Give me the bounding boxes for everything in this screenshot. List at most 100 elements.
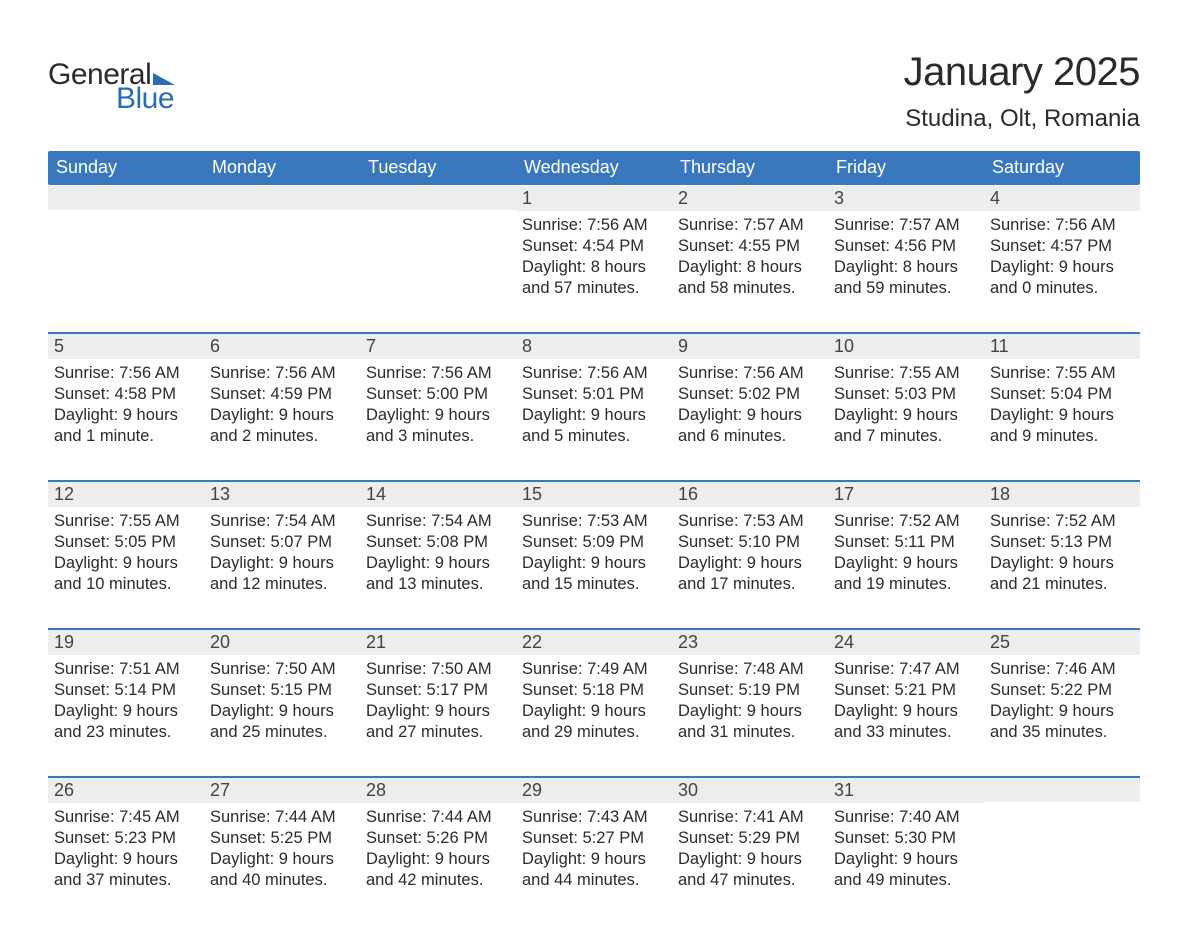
weekday-header: Saturday: [984, 151, 1140, 185]
day-info-line: and 19 minutes.: [834, 574, 978, 595]
day-info-line: Daylight: 9 hours: [366, 553, 510, 574]
day-info-line: Sunrise: 7:56 AM: [990, 215, 1134, 236]
day-info-line: Sunset: 5:21 PM: [834, 680, 978, 701]
day-info-line: Sunrise: 7:53 AM: [678, 511, 822, 532]
day-info-line: Sunset: 5:03 PM: [834, 384, 978, 405]
day-number: 13: [204, 482, 360, 507]
day-number: 6: [204, 334, 360, 359]
day-body: Sunrise: 7:40 AMSunset: 5:30 PMDaylight:…: [828, 803, 984, 895]
day-info-line: Sunset: 4:57 PM: [990, 236, 1134, 257]
day-info-line: and 7 minutes.: [834, 426, 978, 447]
day-info-line: Sunset: 5:04 PM: [990, 384, 1134, 405]
day-number: 24: [828, 630, 984, 655]
day-cell: 9Sunrise: 7:56 AMSunset: 5:02 PMDaylight…: [672, 334, 828, 462]
day-cell: 17Sunrise: 7:52 AMSunset: 5:11 PMDayligh…: [828, 482, 984, 610]
day-info-line: Daylight: 8 hours: [834, 257, 978, 278]
day-info-line: and 44 minutes.: [522, 870, 666, 891]
day-body: Sunrise: 7:55 AMSunset: 5:05 PMDaylight:…: [48, 507, 204, 599]
day-info-line: Sunrise: 7:56 AM: [522, 215, 666, 236]
day-info-line: and 10 minutes.: [54, 574, 198, 595]
day-cell: 27Sunrise: 7:44 AMSunset: 5:25 PMDayligh…: [204, 778, 360, 906]
day-info-line: and 40 minutes.: [210, 870, 354, 891]
day-body: [204, 210, 360, 218]
day-info-line: Daylight: 9 hours: [834, 553, 978, 574]
day-info-line: Sunrise: 7:55 AM: [834, 363, 978, 384]
day-info-line: Sunset: 5:13 PM: [990, 532, 1134, 553]
day-info-line: and 1 minute.: [54, 426, 198, 447]
day-info-line: Sunrise: 7:56 AM: [678, 363, 822, 384]
day-cell: [48, 186, 204, 314]
day-body: Sunrise: 7:46 AMSunset: 5:22 PMDaylight:…: [984, 655, 1140, 747]
day-info-line: Daylight: 9 hours: [678, 405, 822, 426]
day-cell: 18Sunrise: 7:52 AMSunset: 5:13 PMDayligh…: [984, 482, 1140, 610]
day-info-line: and 2 minutes.: [210, 426, 354, 447]
day-info-line: Daylight: 9 hours: [990, 701, 1134, 722]
day-info-line: and 29 minutes.: [522, 722, 666, 743]
day-cell: 7Sunrise: 7:56 AMSunset: 5:00 PMDaylight…: [360, 334, 516, 462]
day-cell: 11Sunrise: 7:55 AMSunset: 5:04 PMDayligh…: [984, 334, 1140, 462]
day-info-line: Sunset: 5:19 PM: [678, 680, 822, 701]
day-info-line: and 3 minutes.: [366, 426, 510, 447]
day-body: Sunrise: 7:56 AMSunset: 5:00 PMDaylight:…: [360, 359, 516, 451]
day-info-line: Sunset: 5:09 PM: [522, 532, 666, 553]
day-info-line: Sunrise: 7:49 AM: [522, 659, 666, 680]
day-body: Sunrise: 7:43 AMSunset: 5:27 PMDaylight:…: [516, 803, 672, 895]
day-body: Sunrise: 7:56 AMSunset: 4:57 PMDaylight:…: [984, 211, 1140, 303]
day-number: 5: [48, 334, 204, 359]
day-info-line: and 15 minutes.: [522, 574, 666, 595]
day-info-line: Sunset: 5:27 PM: [522, 828, 666, 849]
day-info-line: Sunrise: 7:45 AM: [54, 807, 198, 828]
week-row: 1Sunrise: 7:56 AMSunset: 4:54 PMDaylight…: [48, 186, 1140, 314]
day-info-line: and 9 minutes.: [990, 426, 1134, 447]
day-body: Sunrise: 7:50 AMSunset: 5:15 PMDaylight:…: [204, 655, 360, 747]
day-info-line: Sunrise: 7:48 AM: [678, 659, 822, 680]
day-body: Sunrise: 7:48 AMSunset: 5:19 PMDaylight:…: [672, 655, 828, 747]
day-number: 10: [828, 334, 984, 359]
day-body: Sunrise: 7:56 AMSunset: 5:02 PMDaylight:…: [672, 359, 828, 451]
day-body: Sunrise: 7:45 AMSunset: 5:23 PMDaylight:…: [48, 803, 204, 895]
day-info-line: Daylight: 9 hours: [990, 257, 1134, 278]
day-number: 17: [828, 482, 984, 507]
day-info-line: Sunrise: 7:56 AM: [210, 363, 354, 384]
day-cell: 31Sunrise: 7:40 AMSunset: 5:30 PMDayligh…: [828, 778, 984, 906]
day-body: Sunrise: 7:53 AMSunset: 5:09 PMDaylight:…: [516, 507, 672, 599]
day-info-line: and 58 minutes.: [678, 278, 822, 299]
day-number: 22: [516, 630, 672, 655]
day-body: Sunrise: 7:47 AMSunset: 5:21 PMDaylight:…: [828, 655, 984, 747]
day-info-line: Daylight: 8 hours: [678, 257, 822, 278]
title-block: January 2025 Studina, Olt, Romania: [904, 50, 1140, 133]
day-cell: 12Sunrise: 7:55 AMSunset: 5:05 PMDayligh…: [48, 482, 204, 610]
day-number: [204, 186, 360, 210]
day-info-line: Sunset: 5:17 PM: [366, 680, 510, 701]
day-info-line: Sunrise: 7:44 AM: [210, 807, 354, 828]
day-body: Sunrise: 7:50 AMSunset: 5:17 PMDaylight:…: [360, 655, 516, 747]
day-info-line: Daylight: 9 hours: [210, 405, 354, 426]
day-info-line: Daylight: 9 hours: [834, 701, 978, 722]
day-cell: 30Sunrise: 7:41 AMSunset: 5:29 PMDayligh…: [672, 778, 828, 906]
day-body: Sunrise: 7:44 AMSunset: 5:25 PMDaylight:…: [204, 803, 360, 895]
day-info-line: and 57 minutes.: [522, 278, 666, 299]
day-info-line: Sunset: 4:59 PM: [210, 384, 354, 405]
day-body: Sunrise: 7:52 AMSunset: 5:13 PMDaylight:…: [984, 507, 1140, 599]
day-body: Sunrise: 7:56 AMSunset: 4:54 PMDaylight:…: [516, 211, 672, 303]
weeks-container: 1Sunrise: 7:56 AMSunset: 4:54 PMDaylight…: [48, 186, 1140, 906]
day-body: Sunrise: 7:49 AMSunset: 5:18 PMDaylight:…: [516, 655, 672, 747]
day-number: [360, 186, 516, 210]
day-info-line: Sunrise: 7:55 AM: [54, 511, 198, 532]
day-info-line: Sunset: 5:30 PM: [834, 828, 978, 849]
week-row: 19Sunrise: 7:51 AMSunset: 5:14 PMDayligh…: [48, 628, 1140, 758]
logo-word-blue: Blue: [48, 82, 174, 116]
day-info-line: Sunset: 5:01 PM: [522, 384, 666, 405]
day-number: 12: [48, 482, 204, 507]
day-info-line: Sunset: 5:00 PM: [366, 384, 510, 405]
day-cell: 1Sunrise: 7:56 AMSunset: 4:54 PMDaylight…: [516, 186, 672, 314]
day-info-line: Sunset: 5:26 PM: [366, 828, 510, 849]
day-info-line: and 37 minutes.: [54, 870, 198, 891]
day-info-line: Sunset: 5:15 PM: [210, 680, 354, 701]
week-row: 26Sunrise: 7:45 AMSunset: 5:23 PMDayligh…: [48, 776, 1140, 906]
day-cell: 14Sunrise: 7:54 AMSunset: 5:08 PMDayligh…: [360, 482, 516, 610]
day-info-line: Sunrise: 7:56 AM: [366, 363, 510, 384]
day-body: Sunrise: 7:57 AMSunset: 4:55 PMDaylight:…: [672, 211, 828, 303]
day-info-line: Sunrise: 7:43 AM: [522, 807, 666, 828]
calendar-grid: Sunday Monday Tuesday Wednesday Thursday…: [48, 151, 1140, 906]
